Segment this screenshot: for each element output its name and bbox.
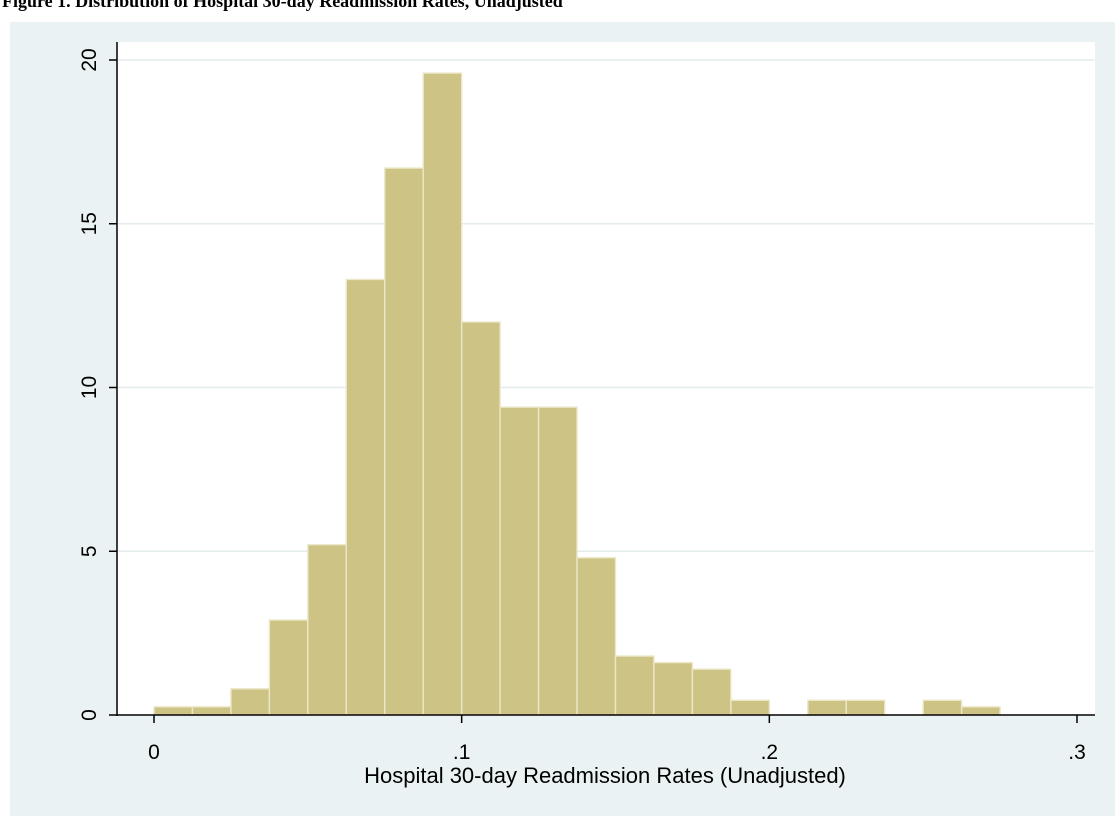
x-tick-label: 0 — [148, 741, 160, 764]
histogram-bar — [537, 406, 578, 716]
histogram-bar — [653, 661, 694, 716]
x-tick-label: .3 — [1068, 741, 1086, 764]
histogram-bar — [922, 699, 963, 716]
histogram-bar — [345, 278, 386, 716]
y-tick-label: 10 — [78, 376, 101, 399]
histogram-bar — [730, 699, 771, 716]
histogram-bar — [845, 699, 886, 716]
histogram-bar — [576, 557, 617, 716]
histogram-chart: 0 5 10 15 20 0 .1 .2 .3 Hospital 30-day Readmiss… — [78, 42, 1095, 788]
histogram-bar — [191, 706, 232, 716]
histogram-bar — [691, 668, 732, 716]
x-axis-title: Hospital 30-day Readmission Rates (Unadj… — [364, 763, 846, 788]
histogram-bar — [499, 406, 540, 716]
histogram-bars — [153, 72, 1001, 716]
x-tick-label: .1 — [453, 741, 471, 764]
histogram-bar — [422, 72, 463, 716]
histogram-bar — [153, 706, 194, 716]
x-tick-label: .2 — [761, 741, 779, 764]
histogram-bar — [460, 321, 501, 716]
histogram-bar — [384, 167, 424, 716]
gridlines — [118, 59, 1094, 552]
histogram-bar — [230, 688, 271, 716]
histogram-bar — [614, 655, 655, 716]
histogram-bar — [307, 544, 347, 716]
tick-labels: 0 5 10 15 20 0 .1 .2 .3 — [78, 48, 1086, 764]
figure-caption-text: Figure 1. Distribution of Hospital 30-da… — [2, 0, 563, 11]
tick-marks — [109, 59, 1078, 723]
y-tick-label: 15 — [78, 212, 101, 235]
histogram-bar — [960, 706, 1001, 716]
figure-caption: Figure 1. Distribution of Hospital 30-da… — [0, 0, 1115, 22]
histogram-bar — [807, 699, 847, 716]
y-tick-label: 20 — [78, 48, 101, 71]
y-tick-label: 5 — [78, 545, 101, 557]
chart-frame: 0 5 10 15 20 0 .1 .2 .3 Hospital 30-day Readmiss… — [10, 22, 1115, 816]
axes — [116, 42, 1095, 716]
histogram-bar — [268, 619, 309, 716]
y-tick-label: 0 — [78, 709, 101, 721]
